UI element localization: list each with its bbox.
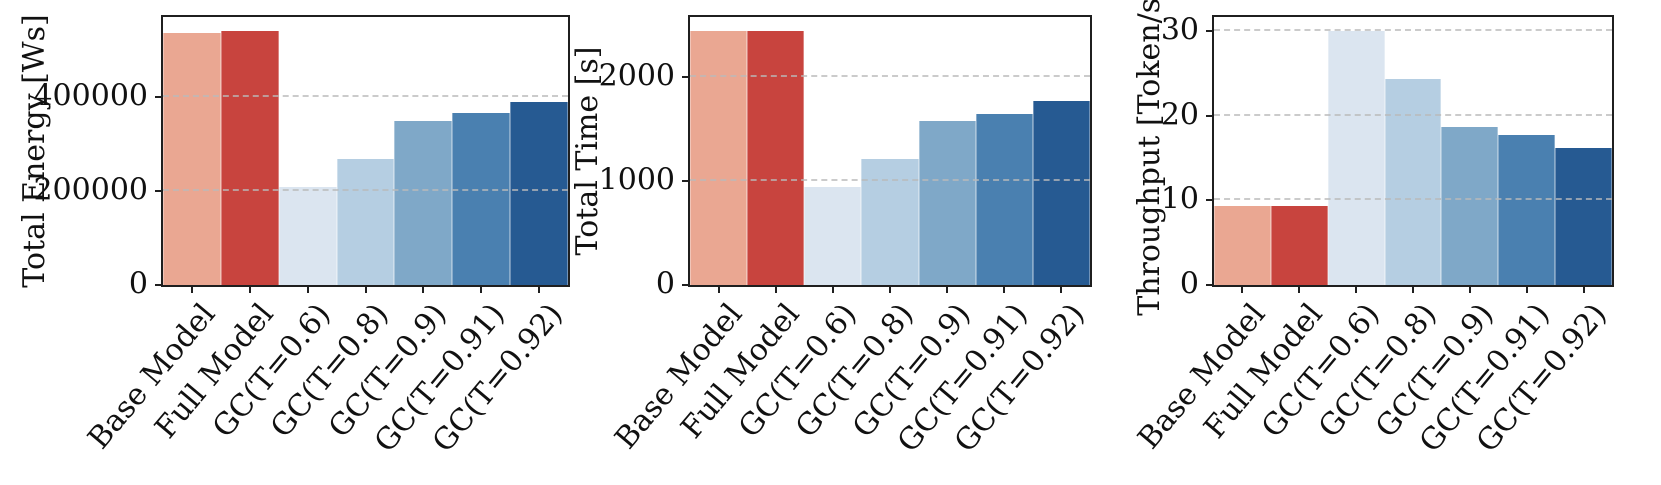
bar-gc-t-0.9-	[918, 120, 976, 285]
x-tick-mark	[717, 285, 720, 293]
y-tick-label: 0	[128, 266, 148, 302]
y-tick-mark	[155, 284, 163, 286]
bar-base-model	[1214, 206, 1271, 285]
time-chart-plot-area: Total Time [s] 0 1000 2000 Base Model Full M…	[570, 15, 1092, 459]
x-tick-mark	[480, 285, 483, 293]
x-tick-mark	[774, 285, 777, 293]
y-tick-label: 200000	[33, 172, 148, 208]
bar-gc-t-0.92-	[1555, 148, 1612, 285]
x-tick-mark	[1060, 285, 1063, 293]
x-tick-mark	[1241, 285, 1244, 293]
bar-full-model	[1270, 206, 1328, 285]
y-tick-mark	[1206, 114, 1214, 117]
bar-gc-t-0.8-	[336, 159, 395, 285]
x-tick-mark	[1355, 285, 1358, 293]
x-tick-mark	[364, 285, 367, 293]
y-tick-mark	[682, 76, 690, 79]
y-tick-label: 20	[1160, 97, 1199, 133]
y-tick-label: 30	[1160, 12, 1199, 48]
energy-y-axis-label: Total Energy [Ws]	[17, 14, 52, 288]
y-tick-label: 0	[655, 266, 675, 302]
bar-full-model	[220, 30, 279, 285]
y-tick-mark	[1206, 30, 1214, 33]
bar-gc-t-0.6-	[1327, 31, 1385, 285]
bar-gc-t-0.91-	[975, 113, 1033, 285]
bar-gc-t-0.6-	[804, 186, 862, 285]
x-tick-mark	[1582, 285, 1585, 293]
y-tick-mark	[1206, 199, 1214, 202]
y-tick-label: 400000	[33, 78, 148, 114]
throughput-chart-plot-area: Throughput [Token/s] 0 10 20 30 Base Model Fu…	[1132, 0, 1614, 459]
bar-gc-t-0.91-	[1498, 135, 1556, 285]
x-tick-mark	[422, 285, 425, 293]
x-tick-mark	[889, 285, 891, 293]
x-tick-mark	[831, 285, 834, 293]
x-tick-mark	[946, 285, 949, 293]
bar-gc-t-0.8-	[1384, 78, 1442, 285]
x-tick-mark	[1003, 285, 1006, 293]
y-tick-mark	[1206, 284, 1214, 286]
y-tick-label: 2000	[598, 58, 675, 94]
x-tick-mark	[190, 285, 193, 293]
energy-chart-plot-area: Total Energy [Ws] 0 200000 400000 Base Mode…	[17, 14, 570, 459]
x-tick-mark	[1525, 285, 1528, 293]
bar-base-model	[690, 31, 748, 285]
x-tick-mark	[538, 285, 541, 293]
bar-gc-t-0.91-	[452, 112, 511, 285]
y-tick-label: 1000	[598, 162, 675, 198]
x-tick-mark	[1412, 285, 1414, 293]
x-tick-mark	[306, 285, 309, 293]
x-tick-mark	[1298, 285, 1301, 293]
bar-base-model	[163, 33, 221, 285]
bar-gc-t-0.9-	[394, 120, 453, 285]
bar-gc-t-0.92-	[1032, 101, 1090, 285]
bar-gc-t-0.8-	[861, 159, 919, 285]
y-tick-mark	[155, 189, 163, 192]
y-tick-mark	[682, 284, 690, 286]
y-tick-label: 10	[1160, 181, 1199, 217]
bar-gc-t-0.9-	[1441, 126, 1499, 285]
y-tick-label: 0	[1179, 266, 1199, 302]
x-tick-mark	[248, 285, 251, 293]
bar-gc-t-0.92-	[510, 101, 568, 285]
y-tick-mark	[682, 180, 690, 183]
x-tick-mark	[1468, 285, 1471, 293]
gridline	[1214, 29, 1612, 32]
bar-gc-t-0.6-	[278, 186, 337, 285]
y-tick-mark	[155, 95, 163, 98]
bar-full-model	[747, 31, 805, 285]
